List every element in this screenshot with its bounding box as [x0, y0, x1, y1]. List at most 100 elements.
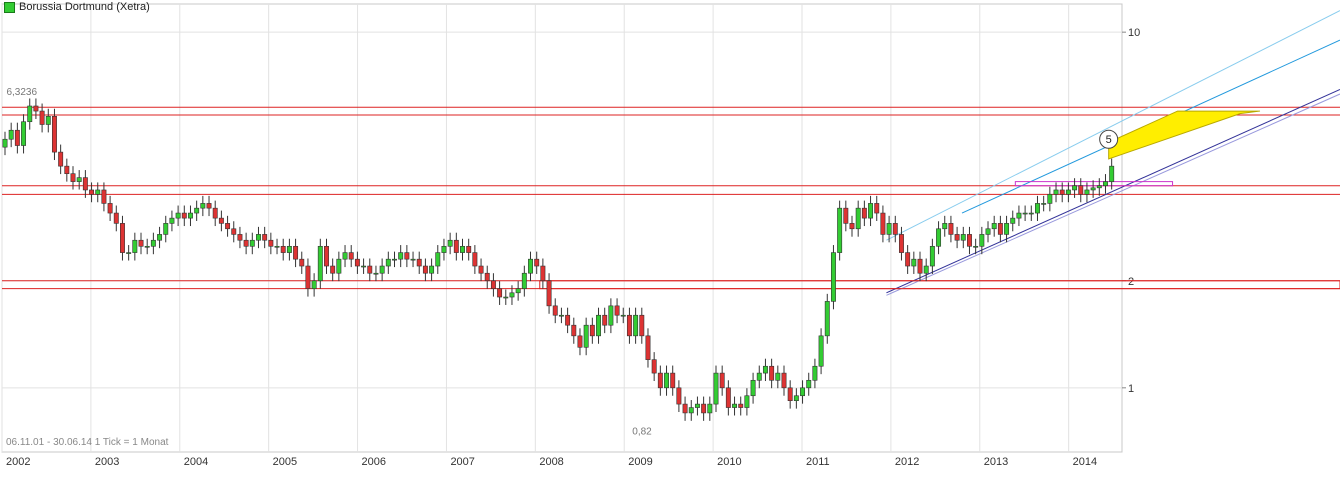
candle-body	[268, 239, 274, 247]
candle-body	[194, 207, 200, 214]
candle-body	[231, 228, 237, 235]
candle-body	[299, 258, 305, 267]
candle-body	[985, 228, 991, 235]
candle-body	[256, 234, 261, 241]
candle-body	[688, 407, 694, 414]
candle-body	[1109, 165, 1115, 182]
candle-body	[967, 234, 972, 247]
candle-body	[181, 212, 187, 219]
candle-body	[898, 234, 904, 253]
candle-body	[596, 314, 601, 337]
x-tick-label: 2012	[895, 456, 919, 468]
candle-body	[670, 372, 676, 389]
candle-body	[911, 258, 917, 267]
candle-body	[249, 239, 255, 247]
candle-body	[521, 272, 527, 289]
candle-body	[435, 252, 441, 267]
candle-body	[1041, 203, 1047, 205]
candle-body	[812, 365, 818, 381]
candle-body	[8, 129, 14, 140]
candle-body	[602, 314, 608, 326]
candle-body	[694, 403, 700, 408]
candle-body	[342, 252, 348, 260]
candle-body	[793, 395, 799, 401]
candle-body	[45, 116, 51, 125]
candle-body	[929, 245, 935, 267]
candle-body	[936, 228, 942, 247]
candle-body	[243, 239, 249, 247]
candle-body	[212, 207, 218, 219]
trend-channel-lower-line	[886, 89, 1340, 294]
candle-body	[361, 265, 367, 268]
candle-body	[503, 296, 509, 299]
candle-body	[1084, 189, 1090, 195]
candle-body	[1059, 189, 1065, 195]
candle-body	[1096, 185, 1102, 189]
candle-body	[738, 403, 744, 408]
candle-body	[138, 239, 144, 247]
candle-body	[490, 280, 496, 289]
candle-body	[979, 234, 985, 247]
candle-body	[107, 203, 113, 214]
candle-body	[188, 212, 193, 219]
candle-body	[509, 292, 515, 298]
candle-body	[614, 305, 620, 316]
candle-body	[855, 207, 861, 230]
candle-body	[824, 301, 830, 337]
x-tick-label: 2005	[273, 456, 297, 468]
candle-body	[76, 177, 82, 182]
candle-body	[404, 252, 410, 260]
candle-body	[14, 129, 20, 146]
candle-body	[626, 314, 632, 337]
candle-body	[701, 403, 707, 414]
consolidation-box	[1014, 181, 1174, 187]
candle-body	[583, 324, 589, 348]
candle-body	[89, 189, 95, 195]
candle-body	[1047, 194, 1053, 204]
candle-body	[633, 314, 639, 337]
candle-body	[101, 189, 107, 204]
candle-body	[917, 258, 923, 274]
candle-body	[973, 245, 979, 248]
candle-body	[82, 177, 88, 191]
candle-body	[1016, 212, 1022, 219]
candle-body	[528, 258, 533, 274]
candle-body	[367, 265, 373, 274]
candle-body	[756, 372, 762, 381]
trend-channel-lower-line-2	[886, 93, 1340, 296]
candle-body	[800, 387, 806, 397]
candle-body	[1078, 185, 1084, 195]
candle-body	[27, 105, 33, 123]
candle-body	[620, 314, 626, 317]
candle-body	[354, 258, 360, 267]
candle-body	[732, 403, 737, 408]
candle-body	[429, 265, 435, 274]
candle-body	[1072, 185, 1078, 191]
candle-body	[379, 265, 385, 274]
candle-body	[466, 245, 472, 253]
candle-body	[942, 223, 948, 230]
plot-frame	[1, 3, 1123, 453]
candle-body	[540, 265, 546, 282]
candle-body	[317, 245, 323, 282]
chart-footer: 06.11.01 - 30.06.14 1 Tick = 1 Monat	[6, 437, 169, 448]
candle-body	[460, 245, 465, 253]
legend-swatch	[4, 1, 15, 13]
candle-body	[960, 234, 966, 241]
candle-body	[410, 258, 416, 261]
candle-body	[948, 223, 954, 235]
candle-body	[324, 245, 329, 267]
candle-body	[21, 121, 27, 146]
candle-body	[422, 265, 428, 274]
candle-body	[2, 138, 8, 148]
candle-body	[39, 110, 45, 125]
candle-body	[206, 203, 212, 209]
candle-body	[447, 239, 453, 247]
candle-body	[676, 387, 682, 405]
candle-body	[1090, 187, 1096, 191]
y-tick-label: 2	[1128, 276, 1134, 288]
candle-body	[571, 324, 577, 337]
candle-body	[868, 203, 874, 219]
candle-body	[126, 252, 132, 254]
candle-body	[837, 207, 843, 253]
